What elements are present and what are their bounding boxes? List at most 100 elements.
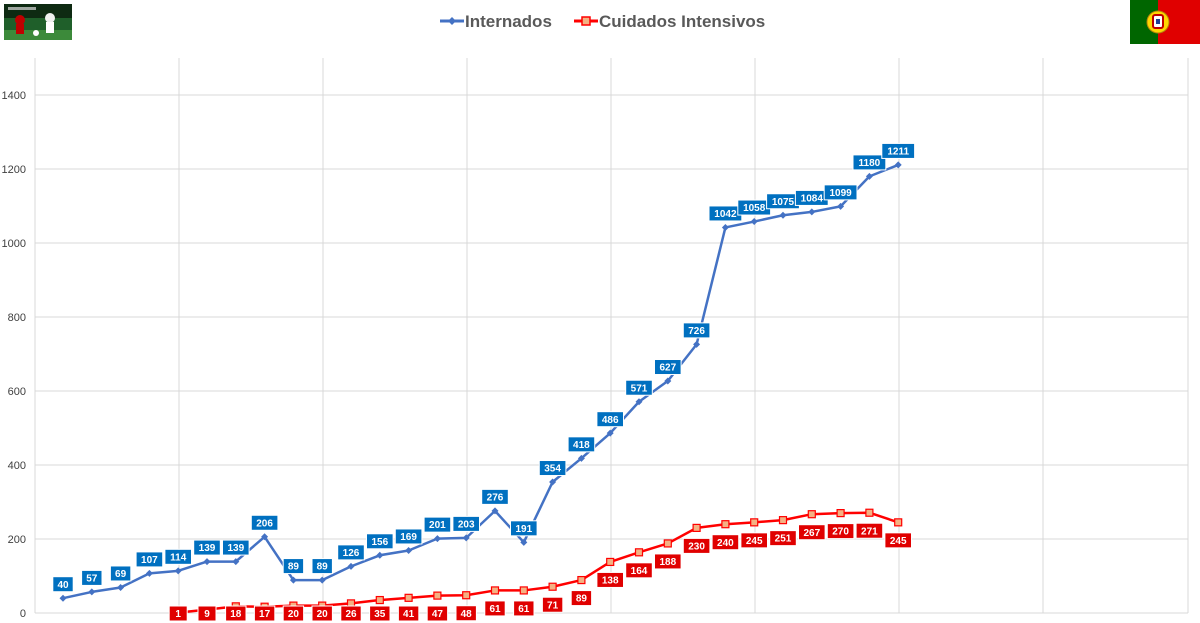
- series-line: [62, 163, 899, 600]
- data-label: 156: [371, 537, 388, 548]
- data-label-box: [798, 524, 826, 541]
- data-label-box: [426, 605, 449, 622]
- data-label-box: [654, 553, 682, 570]
- data-label-box: [394, 528, 423, 545]
- data-label-box: [596, 571, 625, 588]
- data-label: 107: [141, 555, 158, 566]
- data-label: 203: [458, 519, 475, 530]
- data-label: 47: [432, 609, 444, 620]
- data-label: 1075: [772, 197, 795, 208]
- data-label: 571: [631, 383, 648, 394]
- data-label-box: [852, 154, 887, 171]
- data-point: [433, 535, 441, 543]
- series-layer: [59, 161, 903, 617]
- grid: [34, 58, 1189, 614]
- data-label: 48: [461, 609, 473, 620]
- data-point: [59, 594, 67, 602]
- data-label: 89: [317, 562, 329, 573]
- data-label-box: [654, 359, 682, 376]
- data-point: [635, 398, 643, 406]
- data-label: 245: [890, 536, 907, 547]
- data-point: [405, 546, 413, 554]
- data-point: [693, 340, 701, 348]
- data-label-box: [826, 523, 855, 540]
- data-label-box: [855, 522, 884, 539]
- data-label: 271: [861, 526, 878, 537]
- data-point: [779, 211, 787, 219]
- data-label: 418: [573, 440, 590, 451]
- y-tick-label: 400: [8, 460, 26, 472]
- data-label: 139: [199, 543, 216, 554]
- y-axis: 0 200 400 600 800 1000 1200 1400: [2, 90, 26, 620]
- data-label-box: [311, 605, 333, 622]
- data-point: [232, 558, 240, 566]
- data-label-box: [596, 411, 625, 428]
- y-tick-label: 200: [8, 534, 26, 546]
- legend-label: Cuidados Intensivos: [599, 12, 765, 31]
- data-point: [808, 208, 816, 216]
- data-point: [750, 518, 759, 527]
- data-point: [462, 591, 471, 600]
- data-point: [634, 548, 644, 557]
- football-photo-logo: [4, 4, 72, 40]
- data-point: [721, 520, 730, 529]
- data-point: [548, 582, 557, 591]
- data-point: [491, 507, 499, 515]
- data-label: 89: [288, 562, 300, 573]
- data-point: [865, 508, 874, 517]
- data-point: [88, 588, 96, 596]
- data-point: [692, 523, 701, 533]
- data-label-box: [423, 516, 452, 533]
- data-label: 245: [746, 536, 763, 547]
- data-label-box: [250, 514, 279, 531]
- data-point: [318, 576, 326, 584]
- data-label-box: [397, 605, 420, 622]
- data-point: [837, 202, 845, 210]
- data-label-box: [311, 558, 333, 575]
- data-point: [721, 223, 729, 231]
- data-label-box: [682, 537, 711, 554]
- data-label: 20: [288, 609, 300, 620]
- data-label-box: [282, 558, 305, 575]
- data-label: 1099: [829, 188, 852, 199]
- data-label: 206: [256, 518, 273, 529]
- data-label: 188: [659, 557, 676, 568]
- data-point: [117, 583, 125, 591]
- y-tick-label: 1000: [2, 238, 26, 250]
- data-point: [894, 161, 902, 169]
- data-label-box: [711, 534, 740, 551]
- data-point: [519, 586, 528, 595]
- data-label: 251: [775, 534, 792, 545]
- data-label: 276: [487, 492, 504, 503]
- data-label-box: [81, 569, 103, 586]
- data-label: 35: [374, 609, 386, 620]
- data-point: [433, 591, 442, 600]
- data-label: 230: [688, 542, 705, 553]
- data-point: [807, 510, 816, 519]
- data-label-box: [510, 520, 538, 537]
- data-label: 126: [343, 548, 360, 559]
- data-label-box: [225, 605, 247, 622]
- data-label: 267: [803, 528, 820, 539]
- data-point: [347, 562, 355, 570]
- portugal-flag-icon: [1130, 0, 1200, 44]
- data-label-box: [481, 488, 509, 505]
- data-label-box: [740, 532, 769, 549]
- y-tick-label: 0: [20, 608, 26, 620]
- y-tick-label: 600: [8, 386, 26, 398]
- legend: Internados Cuidados Intensivos: [440, 12, 765, 31]
- data-label-box: [337, 544, 365, 561]
- data-label-box: [455, 605, 477, 622]
- data-label: 71: [547, 600, 559, 611]
- data-label-box: [282, 605, 305, 622]
- data-label: 1084: [801, 194, 824, 205]
- data-label: 26: [345, 609, 357, 620]
- legend-marker: [581, 16, 591, 26]
- legend-marker: [448, 17, 456, 25]
- data-label: 169: [400, 532, 417, 543]
- data-label: 354: [544, 464, 561, 475]
- data-label: 201: [429, 520, 446, 531]
- data-point: [750, 218, 758, 226]
- data-label: 61: [518, 604, 530, 615]
